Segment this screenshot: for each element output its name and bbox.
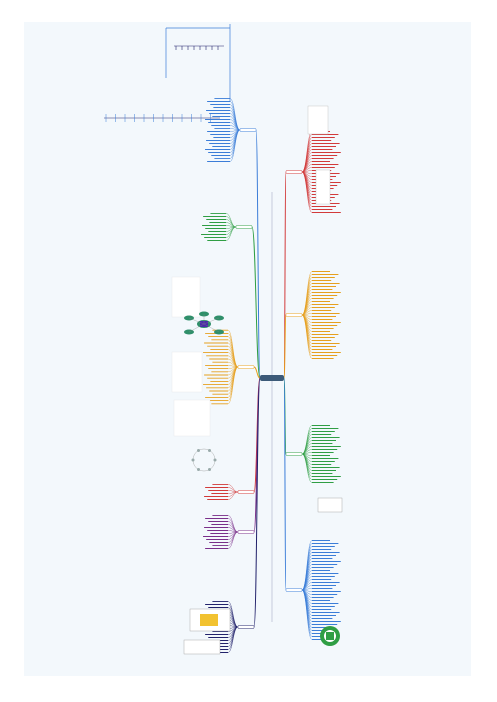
right-branch-green-link-3 [301, 434, 313, 455]
left-branch-purple-link [253, 377, 261, 533]
right-branch-blue-link-33 [301, 589, 313, 640]
right-branch-green-link-17 [301, 453, 313, 477]
thumb-orange-text-2 [171, 351, 203, 393]
right-branch-blue-node [285, 588, 303, 592]
right-branch-green-link-2 [301, 431, 313, 455]
right-branch-orange-link [283, 314, 287, 379]
left-branch-purple-node [237, 530, 255, 534]
right-branch-orange-link-29 [301, 314, 313, 359]
left-branch-green-link [251, 226, 261, 379]
thumb-orange-text [171, 276, 201, 318]
cluster-link-2 [188, 323, 205, 333]
right-branch-red-link-27 [301, 171, 313, 213]
left-branch-orange-link-4 [227, 342, 239, 368]
emblem-core [326, 632, 334, 640]
left-branch-blue-top-node [239, 128, 257, 132]
ring-dot-1 [208, 468, 211, 472]
mindmap-canvas [24, 22, 471, 676]
ring-dot-0 [213, 458, 217, 462]
left-branch-orange-link-23 [227, 366, 239, 404]
right-branch-orange-node [285, 313, 303, 317]
thumb-flow [173, 399, 211, 437]
ring-dot-3 [191, 458, 195, 462]
center-node[interactable] [260, 375, 284, 381]
mindmap-drawing [104, 24, 343, 655]
left-branch-green-link-9 [225, 226, 237, 241]
thumb-red-list [315, 169, 331, 205]
ring-diagram [192, 448, 216, 472]
cluster-link-1 [203, 317, 220, 325]
right-branch-green-link-19 [301, 453, 313, 483]
left-branch-red-small-node [237, 490, 255, 494]
left-branch-blue-top-link-3 [229, 107, 241, 131]
left-branch-red-small-link-5 [227, 491, 239, 500]
left-branch-blue-top-link-21 [229, 129, 241, 162]
right-branch-red-node [285, 170, 303, 174]
left-branch-green-node [235, 225, 253, 229]
ring-dot-2 [197, 468, 200, 472]
left-branch-navy-node [237, 625, 255, 629]
cluster-link-0 [188, 317, 205, 325]
left-branch-blue-top-link-18 [229, 129, 241, 153]
ring-dot-5 [208, 448, 211, 452]
cluster-link-3 [203, 323, 220, 333]
thumb-green-doc [317, 497, 343, 513]
right-branch-blue-link-3 [301, 549, 313, 591]
thumb-red-table [307, 105, 329, 135]
thumb-floorplan-fill [200, 614, 218, 626]
right-branch-green-node [285, 452, 303, 456]
left-branch-red-small-link-0 [227, 484, 239, 493]
right-branch-orange-link-1 [301, 274, 313, 316]
right-branch-blue-link [283, 377, 287, 591]
left-branch-blue-top-link [255, 129, 261, 379]
left-branch-red-small-link-2 [227, 490, 239, 493]
left-branch-orange-node [237, 365, 255, 369]
left-branch-purple-link-11 [227, 531, 239, 549]
left-branch-navy-link [253, 377, 261, 628]
left-branch-orange-link-19 [227, 366, 239, 392]
left-branch-orange-link [253, 366, 261, 379]
ring-dot-4 [197, 448, 200, 452]
right-branch-green-link-16 [301, 453, 313, 474]
left-branch-navy-link-17 [227, 626, 239, 653]
thumb-grid [183, 639, 221, 655]
right-branch-red-link-0 [301, 131, 313, 173]
